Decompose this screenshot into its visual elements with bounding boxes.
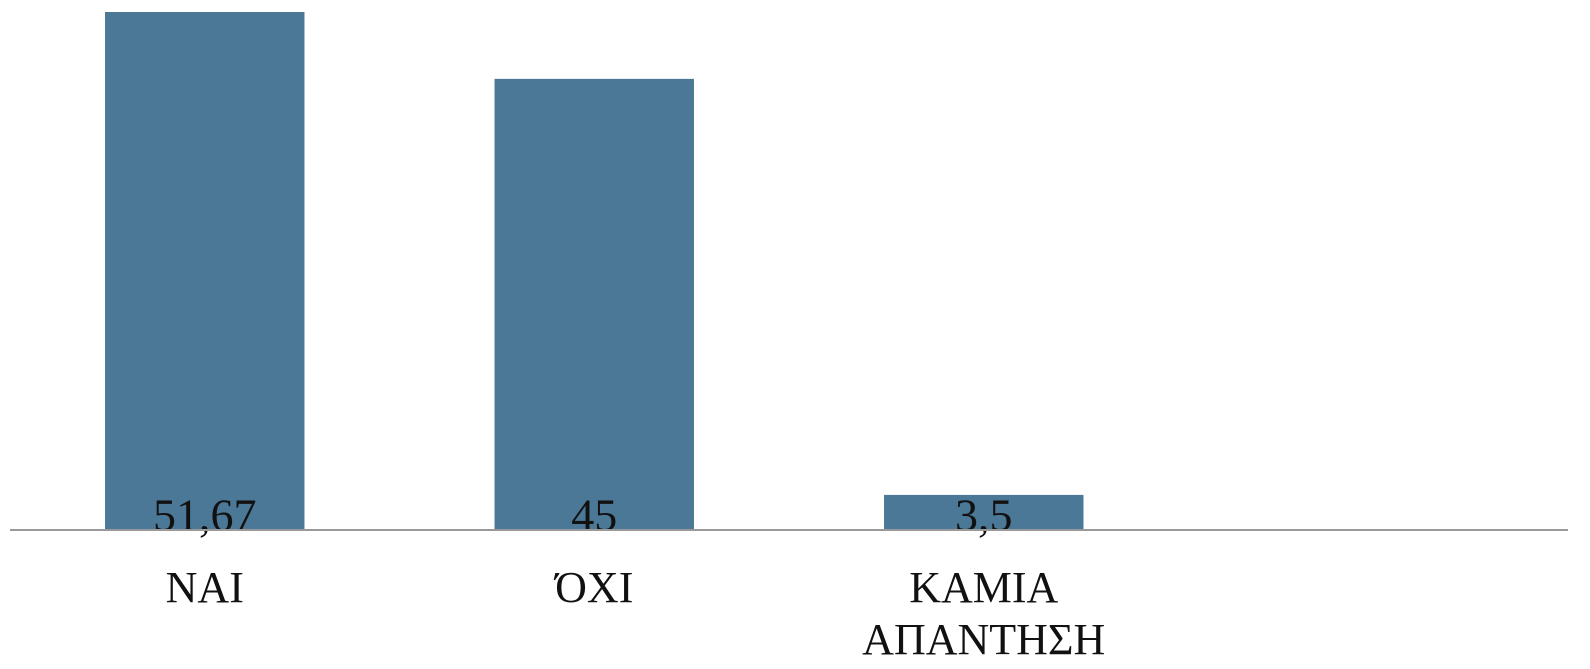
data-label: 51,67 bbox=[153, 490, 257, 541]
x-tick-label: ΚΑΜΙΑ ΑΠΑΝΤΗΣΗ bbox=[862, 563, 1106, 664]
x-tick-label: ΝΑΙ bbox=[165, 563, 244, 612]
bar bbox=[884, 494, 1084, 530]
bar bbox=[105, 12, 305, 530]
x-tick-label: ΌΧΙ bbox=[555, 563, 634, 612]
data-label: 45 bbox=[571, 490, 617, 541]
bar bbox=[494, 78, 694, 531]
data-label: 3,5 bbox=[955, 490, 1013, 541]
